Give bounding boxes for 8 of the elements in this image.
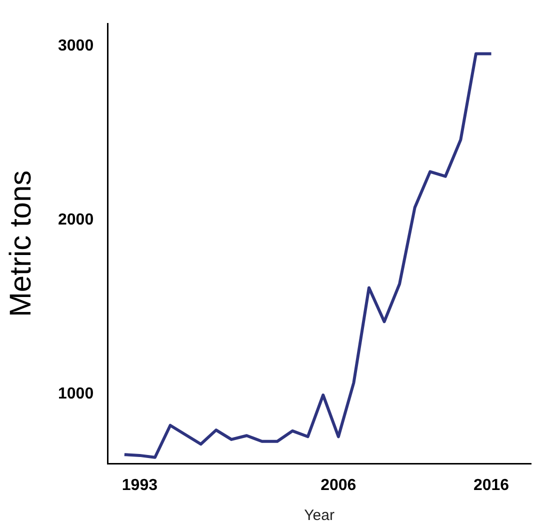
y-tick-label: 1000 bbox=[58, 386, 94, 403]
x-axis-title: Year bbox=[304, 507, 334, 524]
x-tick-label: 2006 bbox=[320, 476, 356, 494]
y-tick-label: 2000 bbox=[58, 212, 94, 229]
y-axis-title: Metric tons bbox=[4, 170, 38, 318]
y-tick-label: 3000 bbox=[58, 38, 94, 55]
x-tick-label: 1993 bbox=[122, 476, 158, 494]
x-tick-label: 2016 bbox=[473, 476, 510, 494]
